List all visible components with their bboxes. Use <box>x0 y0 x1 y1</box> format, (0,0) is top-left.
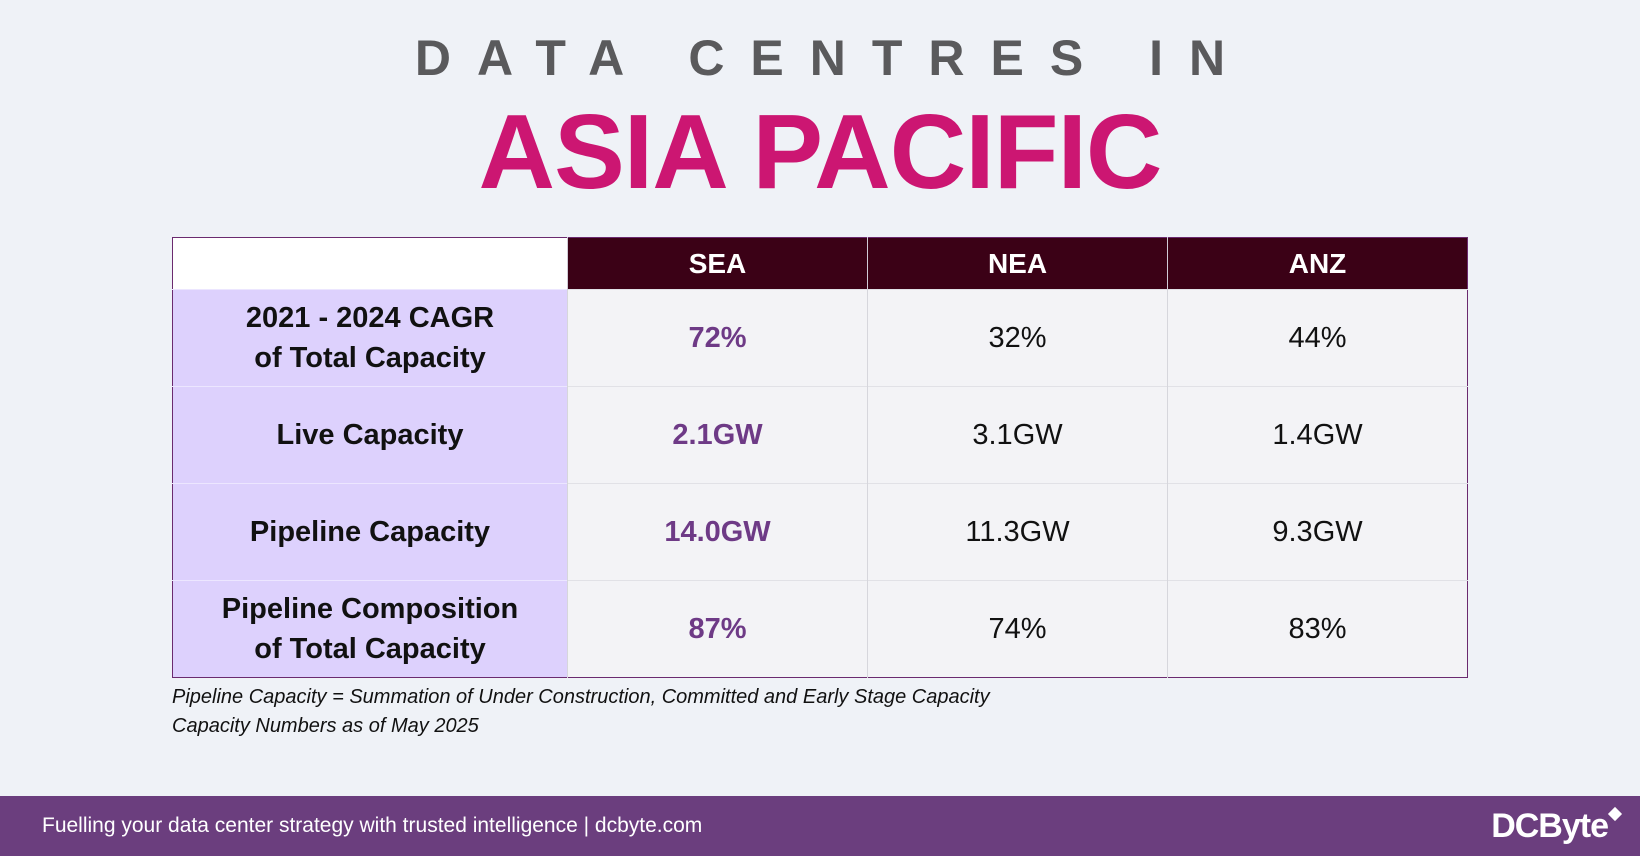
cell-sea-value: 72% <box>567 289 868 387</box>
table-header-row: SEA NEA ANZ <box>172 237 1468 290</box>
dcbyte-logo: DCByte <box>1491 804 1623 848</box>
footnote-pipeline-definition: Pipeline Capacity = Summation of Under C… <box>172 686 990 708</box>
footer-tagline: Fuelling your data center strategy with … <box>42 814 703 837</box>
footnote-data-date: Capacity Numbers as of May 2025 <box>172 715 479 737</box>
cell-sea-value: 14.0GW <box>567 483 868 581</box>
cell-nea-value: 11.3GW <box>867 483 1168 581</box>
cell-anz-value: 83% <box>1167 580 1468 678</box>
logo-spark-icon <box>1607 806 1623 822</box>
cell-anz-value: 44% <box>1167 289 1468 387</box>
table-row: 2021 - 2024 CAGR of Total Capacity 72% 3… <box>172 289 1468 387</box>
row-label-line: of Total Capacity <box>254 633 486 665</box>
row-label-line: of Total Capacity <box>254 342 486 374</box>
row-label-cagr: 2021 - 2024 CAGR of Total Capacity <box>172 289 568 387</box>
header-cell-nea: NEA <box>867 237 1168 290</box>
row-label-live-capacity: Live Capacity <box>172 386 568 484</box>
table-row: Live Capacity 2.1GW 3.1GW 1.4GW <box>172 386 1468 484</box>
cell-sea-value: 2.1GW <box>567 386 868 484</box>
footer-bar: Fuelling your data center strategy with … <box>0 796 1640 856</box>
header-cell-anz: ANZ <box>1167 237 1468 290</box>
cell-anz-value: 1.4GW <box>1167 386 1468 484</box>
cell-nea-value: 32% <box>867 289 1168 387</box>
kicker-title: DATA CENTRES IN <box>414 30 1252 86</box>
logo-text: DCByte <box>1491 807 1609 845</box>
row-label-pipeline-composition: Pipeline Composition of Total Capacity <box>172 580 568 678</box>
capacity-table: SEA NEA ANZ 2021 - 2024 CAGR of Total Ca… <box>172 237 1468 678</box>
cell-nea-value: 3.1GW <box>867 386 1168 484</box>
row-label-line: Live Capacity <box>276 419 464 451</box>
cell-anz-value: 9.3GW <box>1167 483 1468 581</box>
table-row: Pipeline Capacity 14.0GW 11.3GW 9.3GW <box>172 483 1468 581</box>
header-cell-empty <box>172 237 568 290</box>
page-title: ASIA PACIFIC <box>478 93 1163 211</box>
row-label-line: Pipeline Capacity <box>249 516 491 548</box>
row-label-line: Pipeline Composition <box>221 593 519 625</box>
footnotes: Pipeline Capacity = Summation of Under C… <box>172 683 990 741</box>
header-cell-sea: SEA <box>567 237 868 290</box>
table-row: Pipeline Composition of Total Capacity 8… <box>172 580 1468 678</box>
cell-sea-value: 87% <box>567 580 868 678</box>
cell-nea-value: 74% <box>867 580 1168 678</box>
row-label-line: 2021 - 2024 CAGR <box>245 302 495 334</box>
row-label-pipeline-capacity: Pipeline Capacity <box>172 483 568 581</box>
